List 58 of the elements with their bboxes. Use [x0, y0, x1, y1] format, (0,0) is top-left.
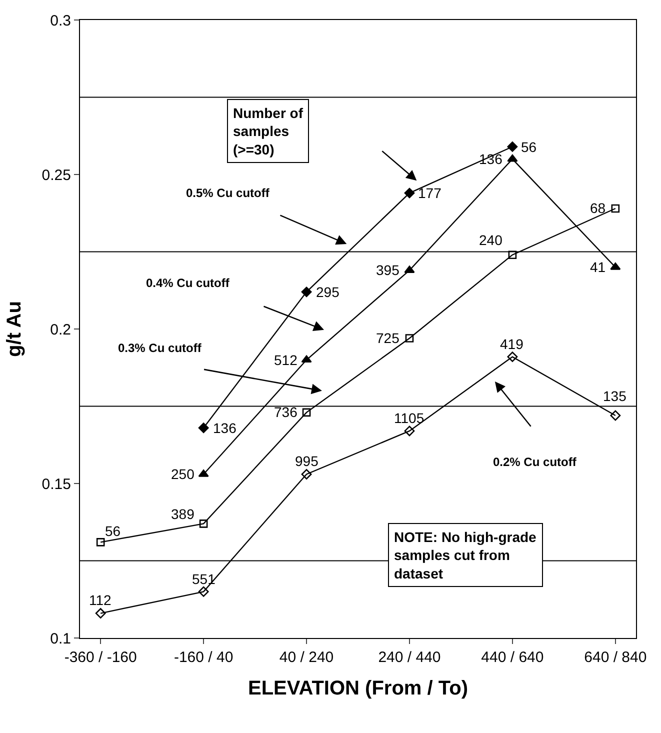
annotation: 395 [376, 262, 400, 278]
point [199, 520, 208, 528]
point [507, 141, 518, 152]
y-tick-label: 0.2 [50, 321, 71, 338]
y-tick-label: 0.25 [42, 166, 71, 184]
annotation: 512 [274, 352, 298, 368]
point [198, 422, 209, 434]
y-axis-title: g/t Au [3, 301, 26, 357]
point [301, 286, 312, 298]
point [404, 188, 415, 198]
annotation: 1105 [394, 410, 424, 426]
x-tick-label: 240 / 440 [378, 649, 441, 666]
y-tick-label: 0.1 [50, 630, 71, 648]
annotation: 551 [192, 571, 216, 587]
point [507, 154, 518, 162]
point [611, 204, 620, 213]
annotation: 68 [590, 200, 606, 216]
annotation: 135 [603, 388, 627, 404]
point [95, 608, 106, 618]
annotation: 995 [295, 453, 319, 469]
point [507, 352, 518, 362]
point [404, 426, 415, 436]
point [301, 469, 312, 480]
annotation: Number of samples (>=30) [233, 105, 304, 158]
annotation: 240 [479, 232, 503, 248]
annotation: 56 [105, 523, 121, 539]
point [302, 408, 311, 417]
annotation: 736 [274, 404, 298, 420]
point [405, 334, 414, 342]
x-tick-label: 440 / 640 [481, 649, 544, 666]
x-axis-title: ELEVATION (From / To) [248, 678, 468, 700]
annotation: 136 [213, 420, 237, 436]
point [610, 410, 621, 421]
x-tick-label: -160 / 40 [174, 649, 234, 666]
y-tick-label: 0.15 [42, 476, 71, 493]
y-tick-label: 0.3 [50, 12, 71, 30]
annotation: 419 [500, 336, 524, 352]
point [301, 355, 312, 363]
x-tick-label: 40 / 240 [279, 649, 334, 666]
annotation: 0.3% Cu cutoff [118, 341, 202, 355]
annotation: 112 [89, 592, 112, 608]
x-tick-label: -360 / -160 [64, 649, 137, 666]
annotation: 389 [171, 506, 195, 522]
point [96, 538, 105, 546]
point [198, 586, 209, 597]
annotation: 41 [590, 259, 606, 275]
annotation: 725 [376, 330, 400, 346]
annotation: 250 [171, 466, 195, 482]
annotation: 136 [479, 151, 503, 167]
annotation: 0.5% Cu cutoff [186, 186, 270, 200]
annotation: 0.2% Cu cutoff [493, 455, 578, 469]
annotation: 177 [418, 185, 442, 201]
point [508, 250, 517, 259]
annotation: NOTE: No high-grade samples cut from dataset [394, 529, 537, 582]
annotation: 0.4% Cu cutoff [146, 276, 230, 290]
annotation: 56 [521, 139, 537, 155]
annotation: 295 [316, 284, 340, 300]
x-tick-label: 640 / 840 [584, 649, 647, 666]
